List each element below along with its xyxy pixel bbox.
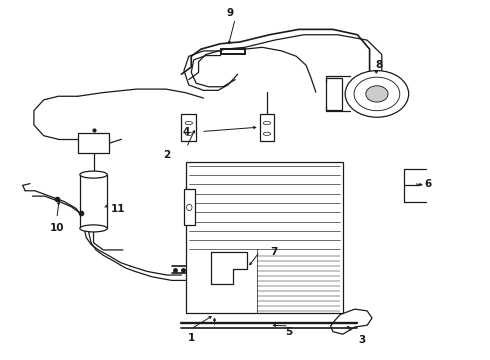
Ellipse shape <box>185 121 193 125</box>
Text: 7: 7 <box>270 247 278 257</box>
Text: 3: 3 <box>359 334 366 345</box>
Ellipse shape <box>80 171 107 178</box>
Text: 11: 11 <box>111 204 125 214</box>
Bar <box>326 78 342 110</box>
Text: 4: 4 <box>183 127 190 136</box>
Text: 2: 2 <box>163 150 171 160</box>
Circle shape <box>354 77 400 111</box>
Text: 6: 6 <box>425 179 432 189</box>
Ellipse shape <box>187 204 192 211</box>
Text: 1: 1 <box>188 333 195 343</box>
Text: 8: 8 <box>376 60 383 70</box>
Ellipse shape <box>263 132 270 135</box>
Circle shape <box>345 71 409 117</box>
Ellipse shape <box>185 132 193 135</box>
Ellipse shape <box>263 121 270 125</box>
Text: 9: 9 <box>227 8 234 18</box>
Text: 10: 10 <box>49 224 64 233</box>
Ellipse shape <box>80 225 107 232</box>
Bar <box>181 114 196 140</box>
Circle shape <box>366 86 388 102</box>
Bar <box>184 189 195 225</box>
Bar <box>80 175 107 228</box>
Bar <box>78 134 109 153</box>
Text: 5: 5 <box>285 327 293 337</box>
Bar <box>260 114 274 140</box>
Bar <box>186 162 343 313</box>
